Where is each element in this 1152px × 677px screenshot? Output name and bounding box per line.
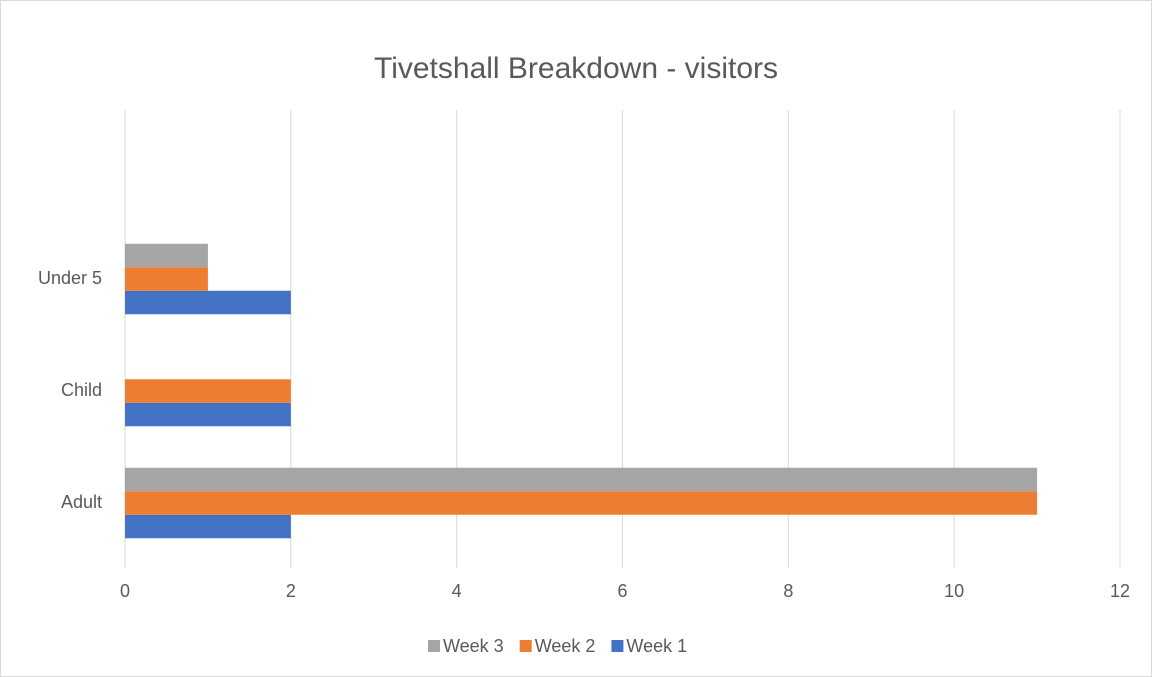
y-tick-label: Adult <box>61 492 102 512</box>
legend-swatch <box>519 640 532 652</box>
bar <box>125 243 208 268</box>
x-tick-label: 0 <box>120 581 130 601</box>
bar <box>125 491 1038 515</box>
x-tick-label: 2 <box>286 581 296 601</box>
bar <box>125 514 291 539</box>
legend-swatch <box>611 640 624 652</box>
y-tick-label: Child <box>61 380 102 400</box>
bar <box>125 379 291 403</box>
legend-label: Week 3 <box>443 636 504 656</box>
bar <box>125 467 1038 492</box>
x-tick-label: 12 <box>1110 581 1130 601</box>
chart-title: Tivetshall Breakdown - visitors <box>374 52 778 85</box>
x-tick-label: 8 <box>783 581 793 601</box>
x-tick-label: 6 <box>617 581 627 601</box>
y-tick-label: Under 5 <box>38 268 102 288</box>
legend-label: Week 2 <box>535 636 596 656</box>
bar <box>125 290 291 315</box>
legend-swatch <box>428 640 440 652</box>
x-tick-label: 4 <box>452 581 462 601</box>
x-tick-label: 10 <box>944 581 964 601</box>
bar <box>125 267 208 291</box>
bar <box>125 402 291 427</box>
legend-label: Week 1 <box>626 636 687 656</box>
